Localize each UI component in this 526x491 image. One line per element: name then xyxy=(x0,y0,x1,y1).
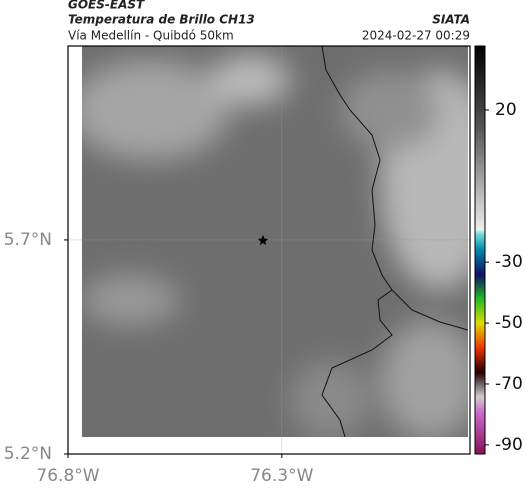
colorbar-tick-label: 20 xyxy=(495,100,517,120)
datetime: 2024-02-27 00:29 xyxy=(362,29,470,43)
y-tick-label: 5.2°N xyxy=(4,444,52,464)
subtitle: Temperatura de Brillo CH13 xyxy=(68,13,255,27)
location-marker xyxy=(258,235,268,245)
colorbar xyxy=(474,45,486,455)
satellite-image xyxy=(82,46,468,437)
colorbar-tick-label: -50 xyxy=(495,313,523,333)
title: GOES-EAST xyxy=(68,0,145,12)
y-tick-label: 5.7°N xyxy=(4,230,52,250)
colorbar-tick-label: -90 xyxy=(495,435,523,455)
route: Vía Medellín - Quibdó 50km xyxy=(68,29,234,43)
colorbar-tick-label: -30 xyxy=(495,252,523,272)
map-frame xyxy=(67,45,471,455)
x-tick-label: 76.8°W xyxy=(36,466,99,486)
colorbar-tick-label: -70 xyxy=(495,374,523,394)
source: SIATA xyxy=(432,13,470,27)
x-tick-label: 76.3°W xyxy=(250,466,313,486)
